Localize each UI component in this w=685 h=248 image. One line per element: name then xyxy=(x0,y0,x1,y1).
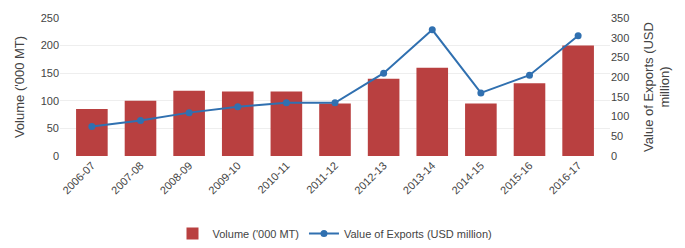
svg-text:2013-14: 2013-14 xyxy=(401,159,438,196)
svg-text:150: 150 xyxy=(41,67,59,79)
svg-text:200: 200 xyxy=(611,71,629,83)
svg-text:200: 200 xyxy=(41,39,59,51)
svg-text:100: 100 xyxy=(611,110,629,122)
svg-text:2010-11: 2010-11 xyxy=(255,159,291,195)
svg-text:0: 0 xyxy=(611,150,617,162)
svg-text:100: 100 xyxy=(41,95,59,107)
svg-text:Value of Exports (USDmillion): Value of Exports (USDmillion) xyxy=(641,22,673,152)
svg-text:2012-13: 2012-13 xyxy=(352,159,389,196)
svg-text:50: 50 xyxy=(47,122,59,134)
svg-text:300: 300 xyxy=(611,32,629,44)
svg-text:50: 50 xyxy=(611,130,623,142)
svg-text:2009-10: 2009-10 xyxy=(206,159,243,196)
svg-text:2015-16: 2015-16 xyxy=(498,159,535,196)
svg-text:2008-09: 2008-09 xyxy=(157,159,194,196)
svg-text:250: 250 xyxy=(41,12,59,24)
svg-text:150: 150 xyxy=(611,91,629,103)
svg-text:2006-07: 2006-07 xyxy=(60,159,97,196)
svg-text:Volume ('000 MT): Volume ('000 MT) xyxy=(213,228,299,240)
svg-text:350: 350 xyxy=(611,12,629,24)
svg-text:Value of Exports (USD million): Value of Exports (USD million) xyxy=(344,228,492,240)
svg-text:Volume ('000 MT): Volume ('000 MT) xyxy=(12,36,27,138)
svg-text:2011-12: 2011-12 xyxy=(304,159,340,195)
svg-text:2014-15: 2014-15 xyxy=(449,159,486,196)
svg-text:0: 0 xyxy=(53,150,59,162)
svg-text:2016-17: 2016-17 xyxy=(546,159,583,196)
svg-text:250: 250 xyxy=(611,51,629,63)
svg-text:2007-08: 2007-08 xyxy=(109,159,146,196)
